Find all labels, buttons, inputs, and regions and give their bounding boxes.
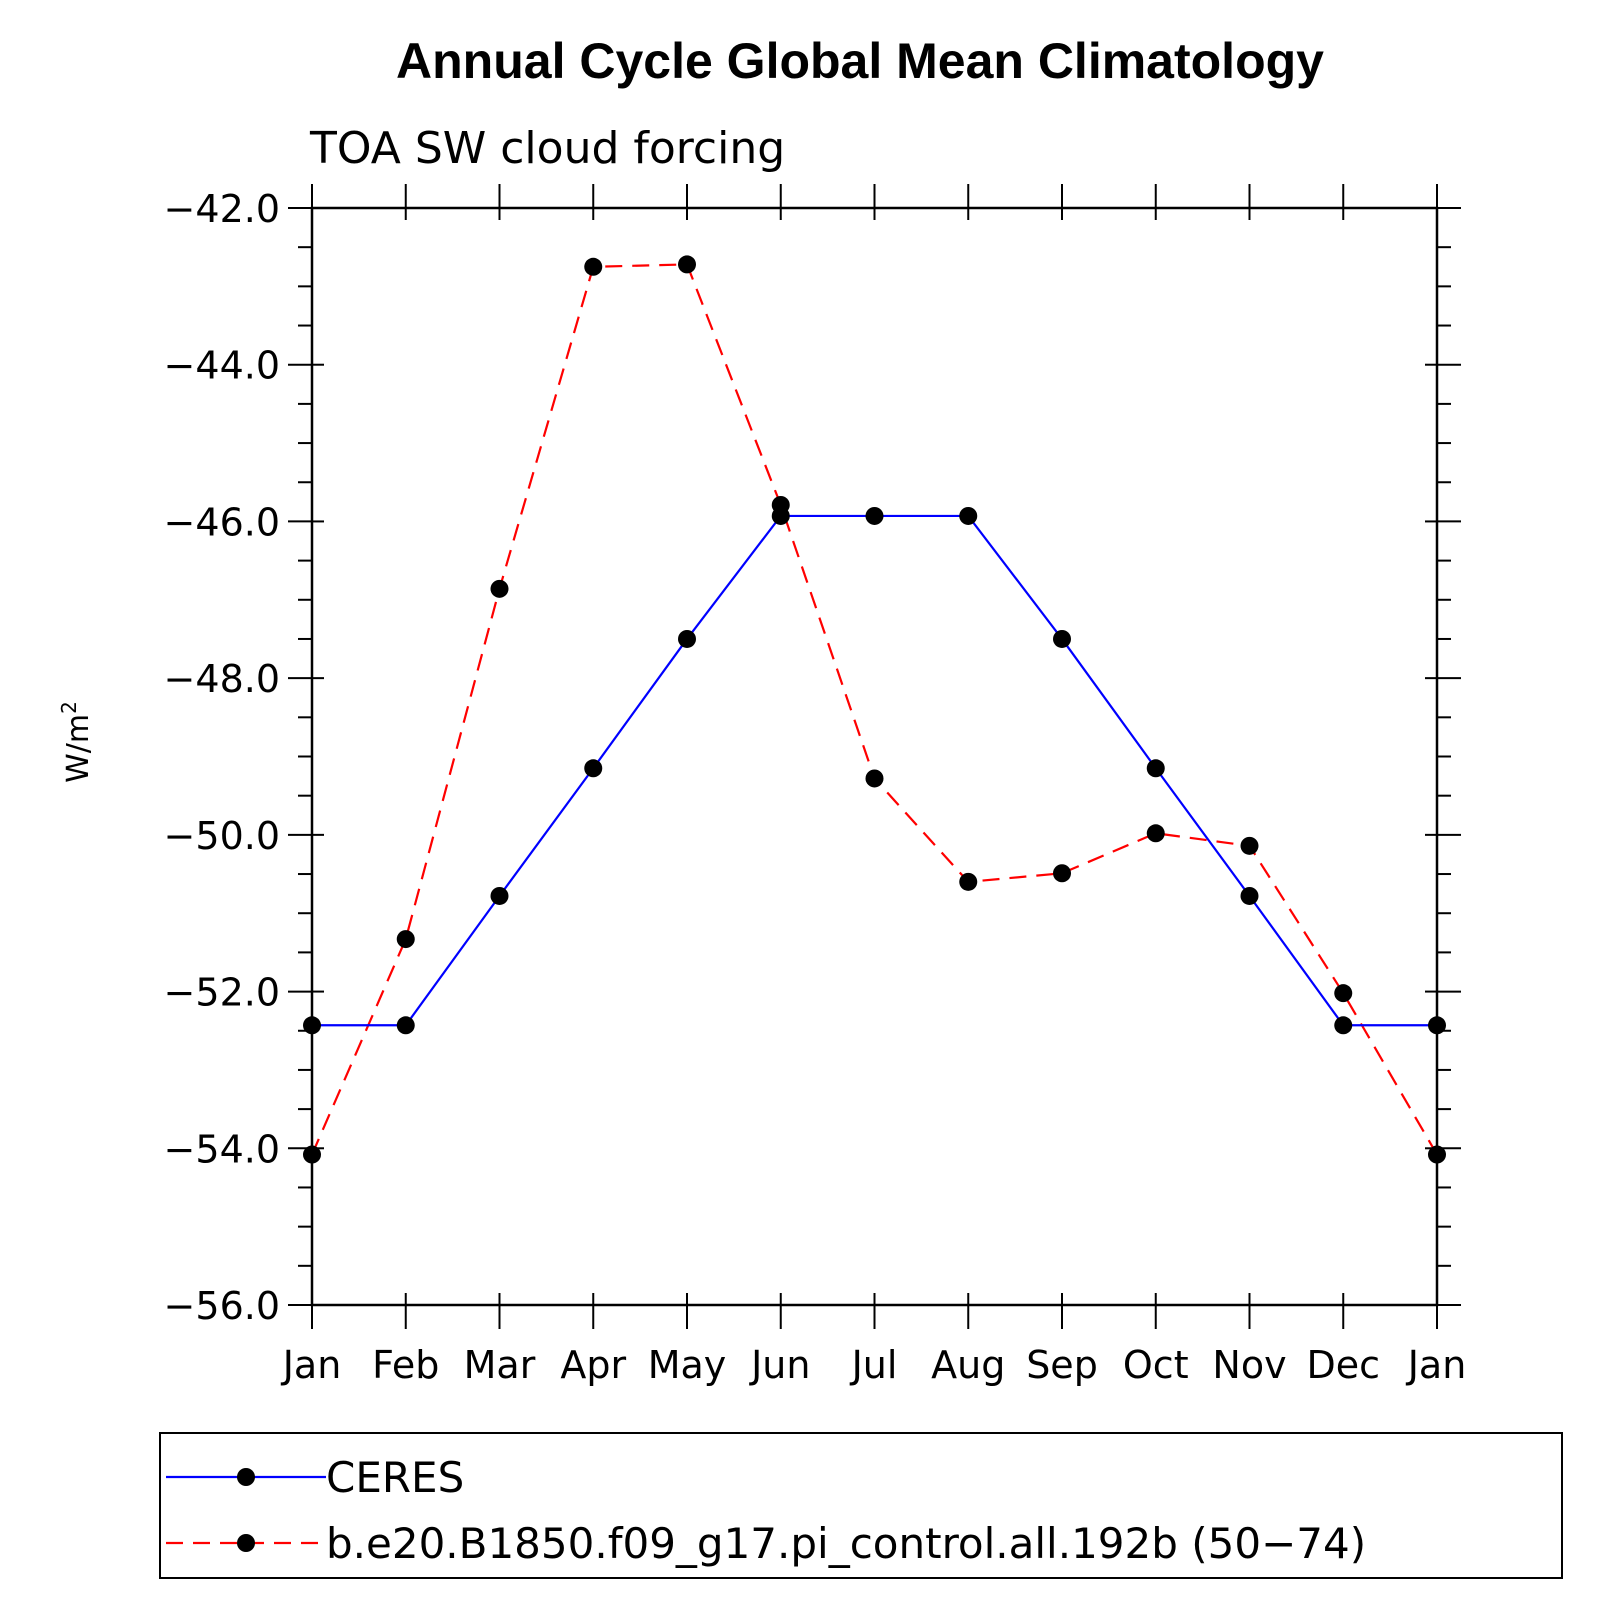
x-tick-label: Mar — [464, 1343, 536, 1387]
data-point — [865, 769, 884, 788]
x-tick-label: Jun — [749, 1343, 810, 1387]
y-tick-label: −42.0 — [164, 187, 280, 231]
legend-marker — [237, 1534, 255, 1552]
data-point — [490, 886, 509, 905]
x-tick-label: Jan — [281, 1343, 342, 1387]
y-tick-label: −56.0 — [164, 1284, 280, 1328]
data-point — [771, 506, 790, 525]
data-point — [1053, 629, 1071, 648]
svg-text:W/m2: W/m2 — [57, 701, 96, 783]
x-tick-label: Jul — [850, 1343, 898, 1387]
data-point — [1146, 759, 1165, 778]
x-tick-label: Nov — [1212, 1343, 1286, 1387]
x-tick-label: Jan — [1406, 1343, 1467, 1387]
x-tick-label: Apr — [560, 1343, 626, 1387]
x-tick-label: Feb — [372, 1343, 439, 1387]
data-point — [1334, 1016, 1353, 1035]
x-tick-label: Dec — [1306, 1343, 1380, 1387]
data-point — [1240, 886, 1259, 905]
x-tick-label: Sep — [1026, 1343, 1098, 1387]
data-point — [865, 506, 884, 525]
axis-ticks — [288, 184, 1461, 1329]
series-line — [310, 263, 1438, 1156]
y-tick-label: −46.0 — [164, 500, 280, 544]
data-point — [1240, 836, 1259, 855]
data-point — [959, 872, 978, 891]
legend-label: CERES — [326, 1453, 464, 1502]
data-point — [1053, 864, 1071, 883]
data-point — [584, 759, 603, 778]
x-tick-label: Aug — [931, 1343, 1005, 1387]
data-point — [396, 1016, 415, 1035]
legend-box — [159, 1432, 1563, 1579]
data-point — [678, 629, 696, 648]
data-point — [584, 257, 603, 276]
y-tick-label: −44.0 — [164, 344, 280, 388]
legend-marker — [237, 1468, 255, 1486]
data-point — [959, 506, 978, 525]
data-point — [1146, 824, 1165, 843]
y-tick-label: −50.0 — [164, 814, 280, 858]
chart-subtitle: TOA SW cloud forcing — [309, 123, 785, 174]
data-point — [1334, 984, 1353, 1003]
y-axis-label-text: W/m — [61, 714, 96, 783]
data-point — [396, 930, 415, 949]
legend-label: b.e20.B1850.f09_g17.pi_control.all.192b … — [326, 1519, 1366, 1568]
data-point — [490, 579, 509, 598]
data-point — [678, 255, 696, 274]
y-axis-label-superscript: 2 — [57, 701, 81, 714]
y-tick-label: −54.0 — [164, 1127, 280, 1171]
x-tick-label: May — [648, 1343, 727, 1387]
legend: CERES b.e20.B1850.f09_g17.pi_control.all.… — [159, 1432, 1563, 1579]
chart-title: Annual Cycle Global Mean Climatology — [396, 33, 1324, 89]
plot-frame — [310, 206, 1439, 1307]
y-tick-label: −48.0 — [164, 657, 280, 701]
x-tick-label: Oct — [1123, 1343, 1189, 1387]
series-layer — [303, 255, 1446, 1164]
y-axis-label: W/m2 — [57, 701, 96, 783]
tick-labels: −42.0 −44.0 −46.0 −48.0 −50.0 −52.0 −54.0 −56.0… — [164, 187, 1467, 1387]
y-tick-label: −52.0 — [164, 971, 280, 1015]
